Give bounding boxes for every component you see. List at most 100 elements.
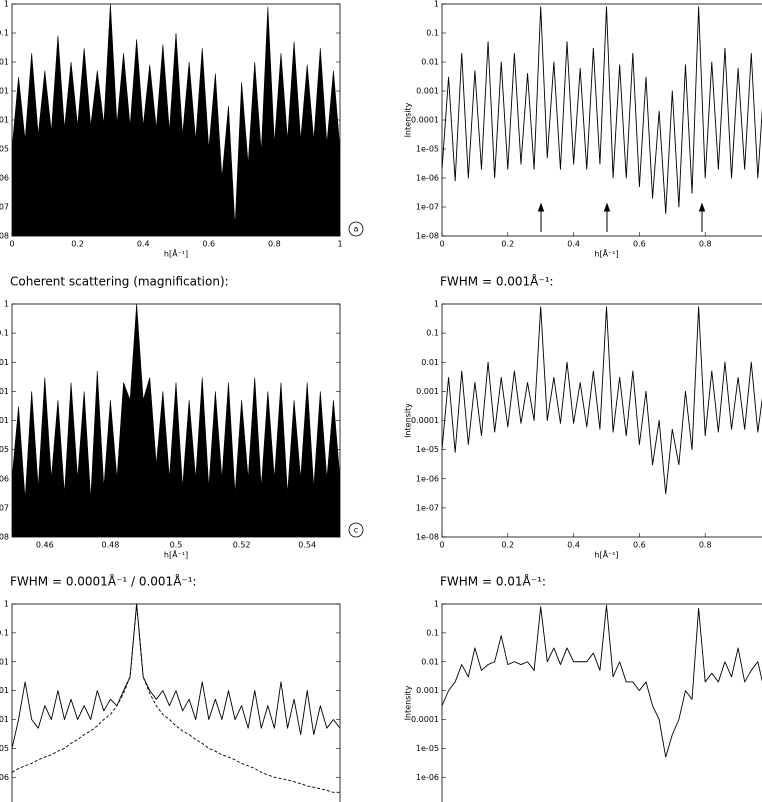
y-tick-label: 1e-07 [416, 203, 439, 212]
x-tick-label: 0.8 [268, 240, 281, 249]
x-tick-label: 0.46 [36, 541, 54, 550]
y-tick-label: 1e-07 [0, 203, 9, 212]
x-tick-label: 0.2 [71, 240, 84, 249]
x-tick-label: 1 [337, 240, 342, 249]
y-tick-label: 1e-05 [0, 744, 9, 753]
y-tick-label: 0.0001 [411, 416, 439, 425]
y-tick-label: 1e-05 [416, 445, 439, 454]
y-tick-label: 1e-07 [416, 503, 439, 512]
arrow-head [537, 202, 545, 212]
x-axis-label: h[Å⁻¹] [594, 248, 618, 259]
y-tick-label: 1e-05 [416, 744, 439, 753]
x-tick-label: 0.48 [101, 541, 119, 550]
y-tick-label: 1e-08 [0, 232, 9, 241]
panel-title: Coherent scattering (magnification): [10, 275, 229, 289]
y-tick-label: 0.001 [416, 87, 439, 96]
y-tick-label: 1e-06 [416, 474, 439, 483]
plot-frame [441, 303, 762, 538]
y-tick-label: 0.001 [0, 387, 9, 396]
x-tick-label: 0 [9, 240, 14, 249]
y-tick-label: 0.1 [0, 628, 9, 637]
y-tick-label: 1 [4, 300, 9, 309]
x-axis-label: h[Å⁻¹] [164, 549, 188, 560]
y-tick-label: 0.1 [0, 329, 9, 338]
y-tick-label: 0.1 [426, 628, 439, 637]
y-tick-label: 1e-06 [0, 773, 9, 782]
arrow-head [603, 202, 611, 212]
y-tick-label: 0.01 [421, 58, 439, 67]
y-tick-label: 1e-05 [0, 445, 9, 454]
annotation: c [354, 526, 358, 535]
y-tick-label: 0.01 [0, 657, 9, 666]
panel: 1 0.1 0.01 0.001 0.0001 1e-05 1e-06 Intensity FW… [404, 574, 762, 802]
y-axis-label: Intensity [404, 685, 413, 720]
panel: 10.10.010.0010.00011e-051e-061e-071e-080… [404, 0, 762, 259]
y-tick-label: 0.1 [0, 29, 9, 38]
line [442, 6, 762, 214]
y-tick-label: 1e-06 [0, 474, 9, 483]
y-tick-label: 1 [4, 0, 9, 9]
x-tick-label: 0.8 [699, 240, 712, 249]
panel-title: FWHM = 0.01Å⁻¹: [440, 574, 546, 589]
y-tick-label: 1e-08 [416, 232, 439, 241]
arrows [537, 202, 706, 232]
x-tick-label: 0.6 [633, 541, 646, 550]
x-tick-label: 0.6 [633, 240, 646, 249]
line [442, 306, 762, 495]
y-tick-label: 0.0001 [411, 116, 439, 125]
line [442, 604, 762, 758]
y-axis-label: Intensity [404, 102, 413, 137]
y-tick-label: 0.001 [0, 686, 9, 695]
y-tick-label: 0.001 [416, 686, 439, 695]
x-tick-label: 0 [439, 541, 444, 550]
x-tick-label: 0.6 [202, 240, 215, 249]
y-tick-label: 0.1 [426, 29, 439, 38]
y-tick-label: 1 [434, 300, 439, 309]
x-tick-label: 0.54 [298, 541, 316, 550]
plot-frame [11, 603, 341, 802]
x-tick-label: 0 [439, 240, 444, 249]
x-tick-label: 0.52 [233, 541, 251, 550]
panel: 1 0.1 0.01 0.001 0.0001 1e-05 1e-06 FWHM = 0.00… [0, 574, 341, 802]
panel-title: FWHM = 0.0001Å⁻¹ / 0.001Å⁻¹: [10, 574, 197, 589]
y-tick-label: 0.01 [0, 358, 9, 367]
y-tick-label: 0.01 [0, 58, 9, 67]
y-tick-label: 0.001 [416, 387, 439, 396]
y-tick-label: 0.0001 [0, 715, 9, 724]
y-tick-label: 1e-05 [416, 145, 439, 154]
x-tick-label: 0.4 [137, 240, 150, 249]
x-tick-label: 0.2 [501, 240, 514, 249]
y-tick-label: 0.01 [421, 657, 439, 666]
y-tick-label: 0.0001 [0, 116, 9, 125]
y-tick-label: 1e-05 [0, 145, 9, 154]
line [12, 603, 340, 749]
y-axis-label: Intensity [404, 403, 413, 438]
y-tick-label: 1 [434, 0, 439, 9]
y-tick-label: 1e-08 [416, 533, 439, 542]
panel: 10.10.010.0010.00011e-051e-061e-071e-080… [0, 0, 364, 259]
line [12, 603, 340, 793]
annotation-circle [348, 522, 364, 538]
annotation-circle [348, 221, 364, 237]
x-axis-label: h[Å⁻¹] [164, 248, 188, 259]
y-tick-label: 1e-08 [0, 533, 9, 542]
x-tick-label: 0.4 [567, 240, 580, 249]
y-tick-label: 1 [434, 600, 439, 609]
y-tick-label: 1e-07 [0, 503, 9, 512]
x-axis-label: h[Å⁻¹] [594, 549, 618, 560]
y-tick-label: 1 [4, 600, 9, 609]
y-tick-label: 0.01 [421, 358, 439, 367]
y-tick-label: 0.0001 [411, 715, 439, 724]
panel: 10.10.010.0010.00011e-051e-061e-071e-080… [0, 275, 364, 560]
x-tick-label: 0.4 [567, 541, 580, 550]
y-tick-label: 0.1 [426, 329, 439, 338]
x-tick-label: 0.8 [699, 541, 712, 550]
arrow-head [698, 202, 706, 212]
panel: 10.10.010.0010.00011e-051e-061e-071e-080… [404, 274, 762, 560]
annotation: a [354, 225, 359, 234]
area [12, 3, 340, 236]
y-tick-label: 1e-06 [416, 174, 439, 183]
y-tick-label: 1e-06 [416, 773, 439, 782]
plot-frame [441, 603, 762, 802]
